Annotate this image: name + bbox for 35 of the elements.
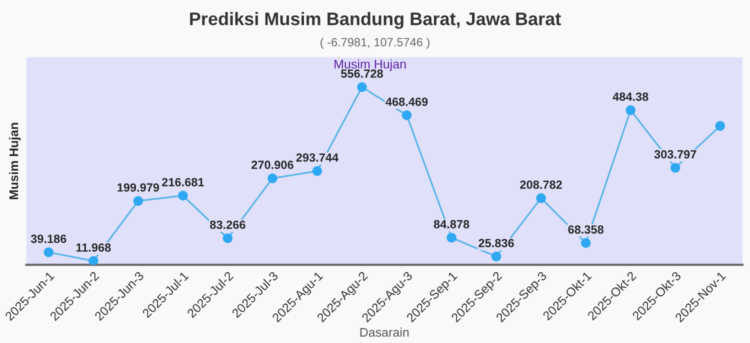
point <box>268 173 278 184</box>
data-label: 270.906 <box>252 160 294 170</box>
point <box>44 247 54 258</box>
point <box>446 232 456 243</box>
point <box>133 196 144 206</box>
data-label: 25.836 <box>478 238 514 248</box>
point <box>580 238 591 248</box>
point <box>222 233 233 244</box>
data-label: 68.358 <box>568 225 604 234</box>
chart-title: Prediksi Musim Bandung Barat, Jawa Barat <box>190 12 561 29</box>
point <box>88 256 98 265</box>
data-label: 11.968 <box>76 243 111 252</box>
data-label: 216.681 <box>162 178 204 186</box>
data-label: 39.186 <box>30 234 66 244</box>
x-axis-title: Dasarain <box>360 328 409 337</box>
point <box>491 252 502 262</box>
data-label: 199.979 <box>118 183 160 192</box>
point <box>715 121 725 131</box>
data-label: 556.728 <box>341 69 383 78</box>
data-label: 83.266 <box>210 220 246 229</box>
data-label: 293.744 <box>296 153 338 162</box>
point <box>626 105 636 116</box>
data-label: 468.469 <box>386 98 428 106</box>
point <box>670 162 680 173</box>
data-label: 484.38 <box>612 92 648 101</box>
data-label: 208.782 <box>520 180 562 189</box>
data-label: 303.797 <box>654 150 696 159</box>
point <box>536 193 546 204</box>
y-axis-title: Musim Hujan <box>9 122 21 200</box>
point <box>312 166 322 176</box>
chart-subtitle: ( -6.7981, 107.5746 ) <box>320 38 430 49</box>
point <box>178 190 188 200</box>
point <box>402 110 412 120</box>
point <box>357 82 367 92</box>
data-label: 84.878 <box>434 220 470 228</box>
